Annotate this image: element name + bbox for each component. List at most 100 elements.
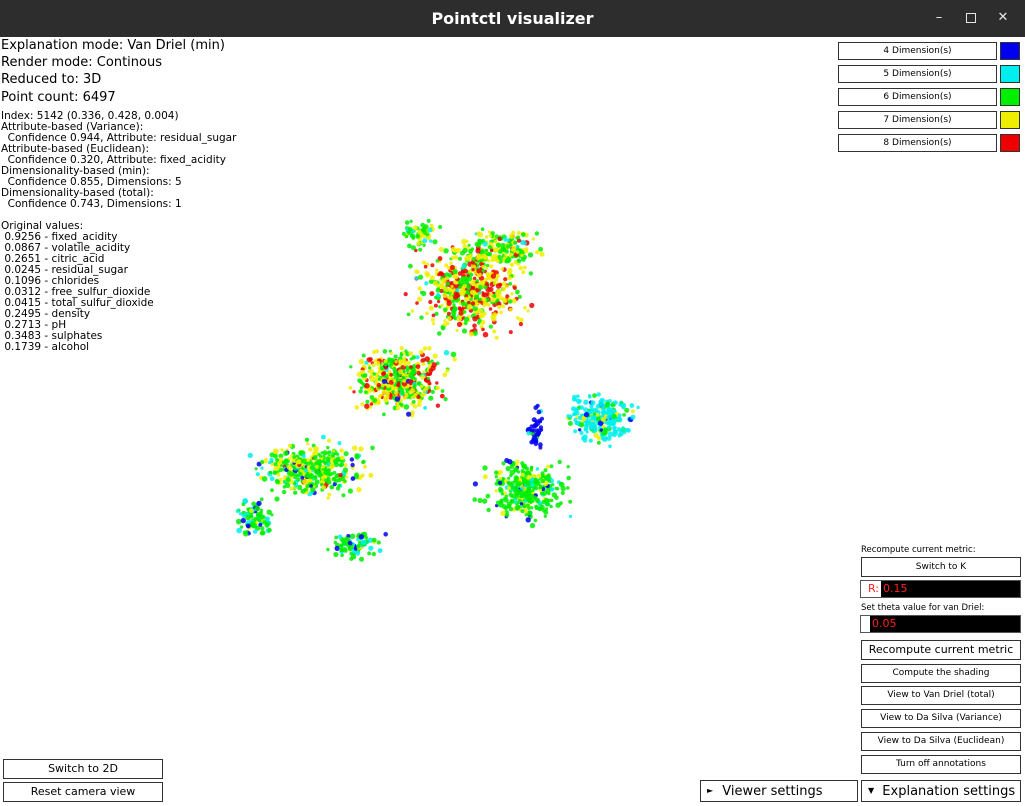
point [443, 248, 449, 254]
close-icon[interactable]: ✕ [997, 10, 1009, 25]
point [566, 465, 570, 469]
point [566, 475, 571, 481]
turn-off-annotations-button[interactable]: Turn off annotations [861, 755, 1021, 774]
compute-shading-button[interactable]: Compute the shading [861, 664, 1021, 683]
point [509, 233, 515, 239]
detail-line: Confidence 0.743, Dimensions: 1 [1, 198, 182, 210]
point [420, 392, 425, 398]
point [526, 487, 532, 493]
point [383, 359, 388, 364]
point [525, 482, 530, 487]
point [313, 446, 317, 450]
point [333, 551, 339, 558]
point [269, 457, 274, 462]
point [305, 490, 310, 494]
point [337, 441, 342, 446]
r-value-field[interactable]: R: 0.15 [860, 580, 1021, 598]
point [445, 276, 450, 281]
minimize-icon[interactable]: – [935, 10, 943, 25]
point [470, 247, 475, 251]
point [251, 501, 257, 507]
point [354, 405, 360, 410]
point [326, 496, 330, 500]
maximize-icon[interactable] [962, 9, 980, 27]
point [573, 429, 578, 434]
reduced-to-text: Reduced to: 3D [1, 72, 102, 88]
view-van-driel-total-button[interactable]: View to Van Driel (total) [861, 686, 1021, 705]
point-cloud-viewport[interactable] [0, 37, 1025, 806]
point [274, 478, 279, 483]
point [418, 274, 424, 280]
point [256, 500, 262, 507]
reset-camera-button[interactable]: Reset camera view [3, 782, 163, 802]
point [361, 382, 365, 386]
point [360, 402, 365, 407]
point [293, 490, 298, 495]
point [470, 279, 476, 285]
point [289, 486, 294, 491]
point [538, 445, 543, 450]
point [545, 507, 549, 511]
point [547, 491, 551, 496]
point [583, 426, 589, 432]
switch-to-2d-button[interactable]: Switch to 2D [3, 759, 163, 779]
point [308, 447, 313, 452]
point [348, 385, 353, 390]
point [593, 432, 599, 438]
point [488, 234, 493, 238]
view-da-silva-variance-button[interactable]: View to Da Silva (Variance) [861, 709, 1021, 728]
explanation-settings-tab[interactable]: ▼ Explanation settings [861, 780, 1021, 802]
point [536, 409, 542, 415]
point [410, 309, 415, 313]
point [362, 464, 367, 469]
point [299, 468, 303, 473]
point [342, 467, 348, 473]
view-da-silva-euclidean-button[interactable]: View to Da Silva (Euclidean) [861, 732, 1021, 751]
point [343, 463, 348, 468]
point [412, 404, 418, 409]
point [528, 511, 533, 516]
point [463, 321, 468, 326]
point [472, 276, 477, 281]
point [403, 292, 408, 297]
point [323, 461, 327, 465]
point [472, 481, 478, 487]
recompute-metric-button[interactable]: Recompute current metric [861, 640, 1021, 660]
point [435, 287, 441, 293]
point [551, 483, 555, 487]
point [368, 472, 374, 478]
switch-to-k-button[interactable]: Switch to K [861, 557, 1021, 577]
point [455, 328, 459, 332]
point [497, 305, 502, 310]
point [300, 475, 305, 480]
point [470, 301, 476, 306]
point [524, 512, 529, 517]
legend-swatch [1000, 42, 1020, 60]
point [370, 445, 375, 451]
point [578, 422, 585, 428]
original-value-line: 0.1739 - alcohol [1, 341, 90, 353]
point [332, 449, 336, 453]
point [443, 307, 448, 313]
theta-value-field[interactable]: 0.05 [860, 615, 1021, 633]
collapsed-arrow-icon: ► [707, 786, 714, 795]
point [566, 486, 570, 490]
point [366, 357, 372, 363]
point [305, 471, 310, 476]
point [460, 269, 466, 274]
point [606, 425, 611, 430]
point [377, 548, 383, 554]
point [350, 462, 355, 468]
point [269, 476, 275, 482]
point [326, 476, 331, 481]
point [269, 471, 273, 475]
viewer-settings-tab[interactable]: ► Viewer settings [700, 780, 858, 802]
point [511, 230, 516, 235]
point [281, 489, 287, 495]
point [285, 477, 291, 483]
point [525, 503, 530, 508]
point [452, 248, 458, 253]
legend-label: 8 Dimension(s) [838, 134, 997, 152]
point [460, 250, 465, 256]
point [435, 403, 441, 408]
